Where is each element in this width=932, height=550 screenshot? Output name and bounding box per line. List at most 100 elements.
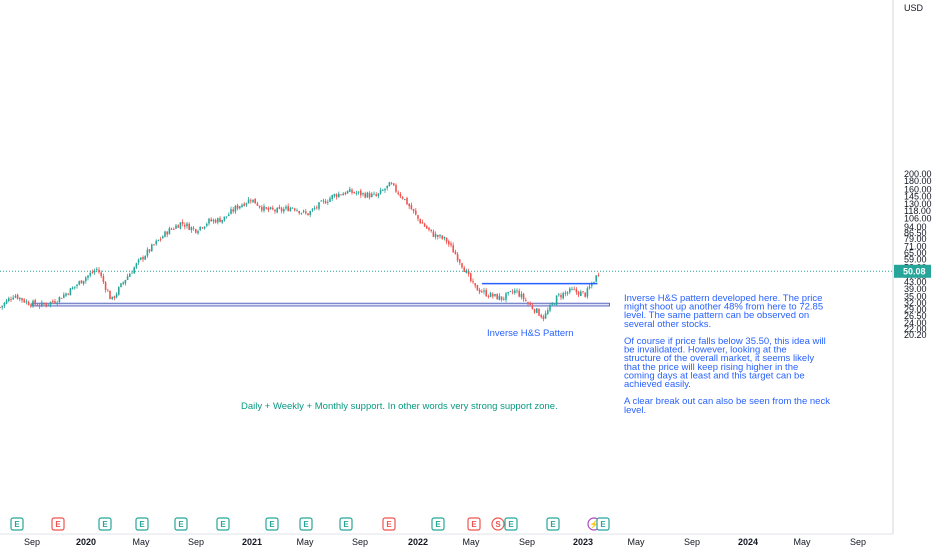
candle-body [3, 302, 6, 306]
candle-body [65, 293, 67, 296]
candle-body [71, 287, 74, 290]
candle-body [274, 209, 276, 212]
time-tick-label: May [296, 537, 314, 547]
earnings-event-icon[interactable] [174, 517, 188, 531]
candle-body [56, 302, 58, 304]
candle-body [520, 293, 523, 298]
candle-body [5, 300, 8, 304]
time-tick-label: Sep [188, 537, 204, 547]
idea-text-line: level. The same pattern can be observed … [624, 310, 809, 321]
idea-text-line: coming days at least and this target can… [624, 370, 805, 381]
candle-body [351, 189, 353, 193]
candle-body [406, 197, 408, 205]
candle-body [155, 240, 157, 245]
price-axis[interactable]: USD 20.2022.0024.0026.5029.0032.0035.0039… [892, 0, 932, 534]
candle-body [586, 288, 589, 297]
time-tick-label: May [132, 537, 150, 547]
candle-body [102, 276, 105, 282]
candle-body [188, 223, 190, 230]
candle-body [311, 208, 314, 211]
candle-body [146, 249, 149, 256]
candle-body [327, 201, 329, 203]
candle-body [364, 193, 366, 198]
candle-body [184, 224, 186, 227]
candle-body [408, 203, 410, 207]
candle-body [494, 293, 496, 296]
candle-body [575, 289, 578, 293]
candle-body [263, 206, 265, 211]
candle-body [322, 200, 325, 202]
earnings-event-icon[interactable] [382, 517, 396, 531]
time-tick-label: May [462, 537, 480, 547]
candle-body [456, 254, 459, 261]
candle-body [588, 286, 591, 289]
earnings-event-icon[interactable] [504, 517, 518, 531]
support-zone-layer [31, 302, 610, 307]
idea-text-line: that the price will keep rising higher i… [624, 362, 798, 373]
time-tick-label: May [793, 537, 811, 547]
candle-body [210, 219, 212, 222]
candle-body [122, 282, 124, 284]
candle-body [113, 296, 116, 299]
idea-text-line: level. [624, 405, 646, 416]
earnings-event-icon[interactable] [339, 517, 353, 531]
candle-body [144, 256, 146, 260]
candle-body [362, 193, 364, 195]
support-label: Daily + Weekly + Monthly support. In oth… [241, 401, 558, 412]
candle-body [107, 290, 109, 292]
candle-body [199, 226, 201, 231]
support-zone-box[interactable] [31, 302, 610, 307]
event-label: S [495, 520, 501, 529]
earnings-event-icon[interactable] [216, 517, 230, 531]
candle-body [52, 300, 54, 302]
time-tick-label: 2024 [738, 537, 758, 547]
earnings-event-icon[interactable] [596, 517, 610, 531]
candle-body [335, 194, 338, 197]
candle-body [223, 216, 226, 221]
candle-body [366, 192, 369, 198]
candle-body [126, 276, 129, 280]
time-axis[interactable]: Sep 2020 May Sep 2021 May Sep 2022 May Sep 2023 May… [0, 533, 893, 547]
event-label: E [600, 520, 606, 529]
candle-body [593, 282, 595, 284]
candle-body [41, 302, 43, 306]
earnings-event-icon[interactable] [10, 517, 24, 531]
candle-body [307, 213, 309, 216]
candle-body [544, 313, 547, 319]
candle-body [338, 193, 340, 197]
split-event-icon[interactable] [491, 517, 505, 531]
candle-body [285, 206, 287, 209]
candle-body [25, 301, 28, 303]
candle-body [162, 236, 164, 239]
candle-body [430, 229, 432, 231]
idea-text-line: A clear break out can also be seen from … [624, 396, 830, 407]
event-label: E [220, 520, 226, 529]
earnings-event-icon[interactable] [135, 517, 149, 531]
earnings-event-icon[interactable] [51, 517, 65, 531]
candle-body [258, 205, 261, 208]
candle-body [278, 206, 281, 209]
candle-body [87, 275, 89, 278]
candle-body [368, 193, 371, 198]
candle-body [375, 194, 377, 196]
earnings-event-icon[interactable] [98, 517, 112, 531]
candle-body [82, 280, 85, 284]
earnings-event-icon[interactable] [467, 517, 481, 531]
candle-body [228, 214, 230, 216]
candle-body [360, 190, 362, 196]
earnings-event-icon[interactable] [299, 517, 313, 531]
candle-body [379, 190, 382, 194]
candle-body [254, 198, 256, 204]
candle-body [115, 293, 118, 298]
earnings-event-icon[interactable] [265, 517, 279, 531]
idea-text-line: Of course if price falls below 35.50, th… [624, 336, 826, 347]
earnings-event-icon[interactable] [431, 517, 445, 531]
idea-text-line: be invalidated. However, looking at the [624, 345, 787, 356]
event-label: E [178, 520, 184, 529]
candle-body [54, 301, 56, 304]
earnings-event-icon[interactable] [546, 517, 560, 531]
event-label: E [550, 520, 556, 529]
candle-body [357, 191, 360, 193]
candle-body [190, 227, 193, 231]
